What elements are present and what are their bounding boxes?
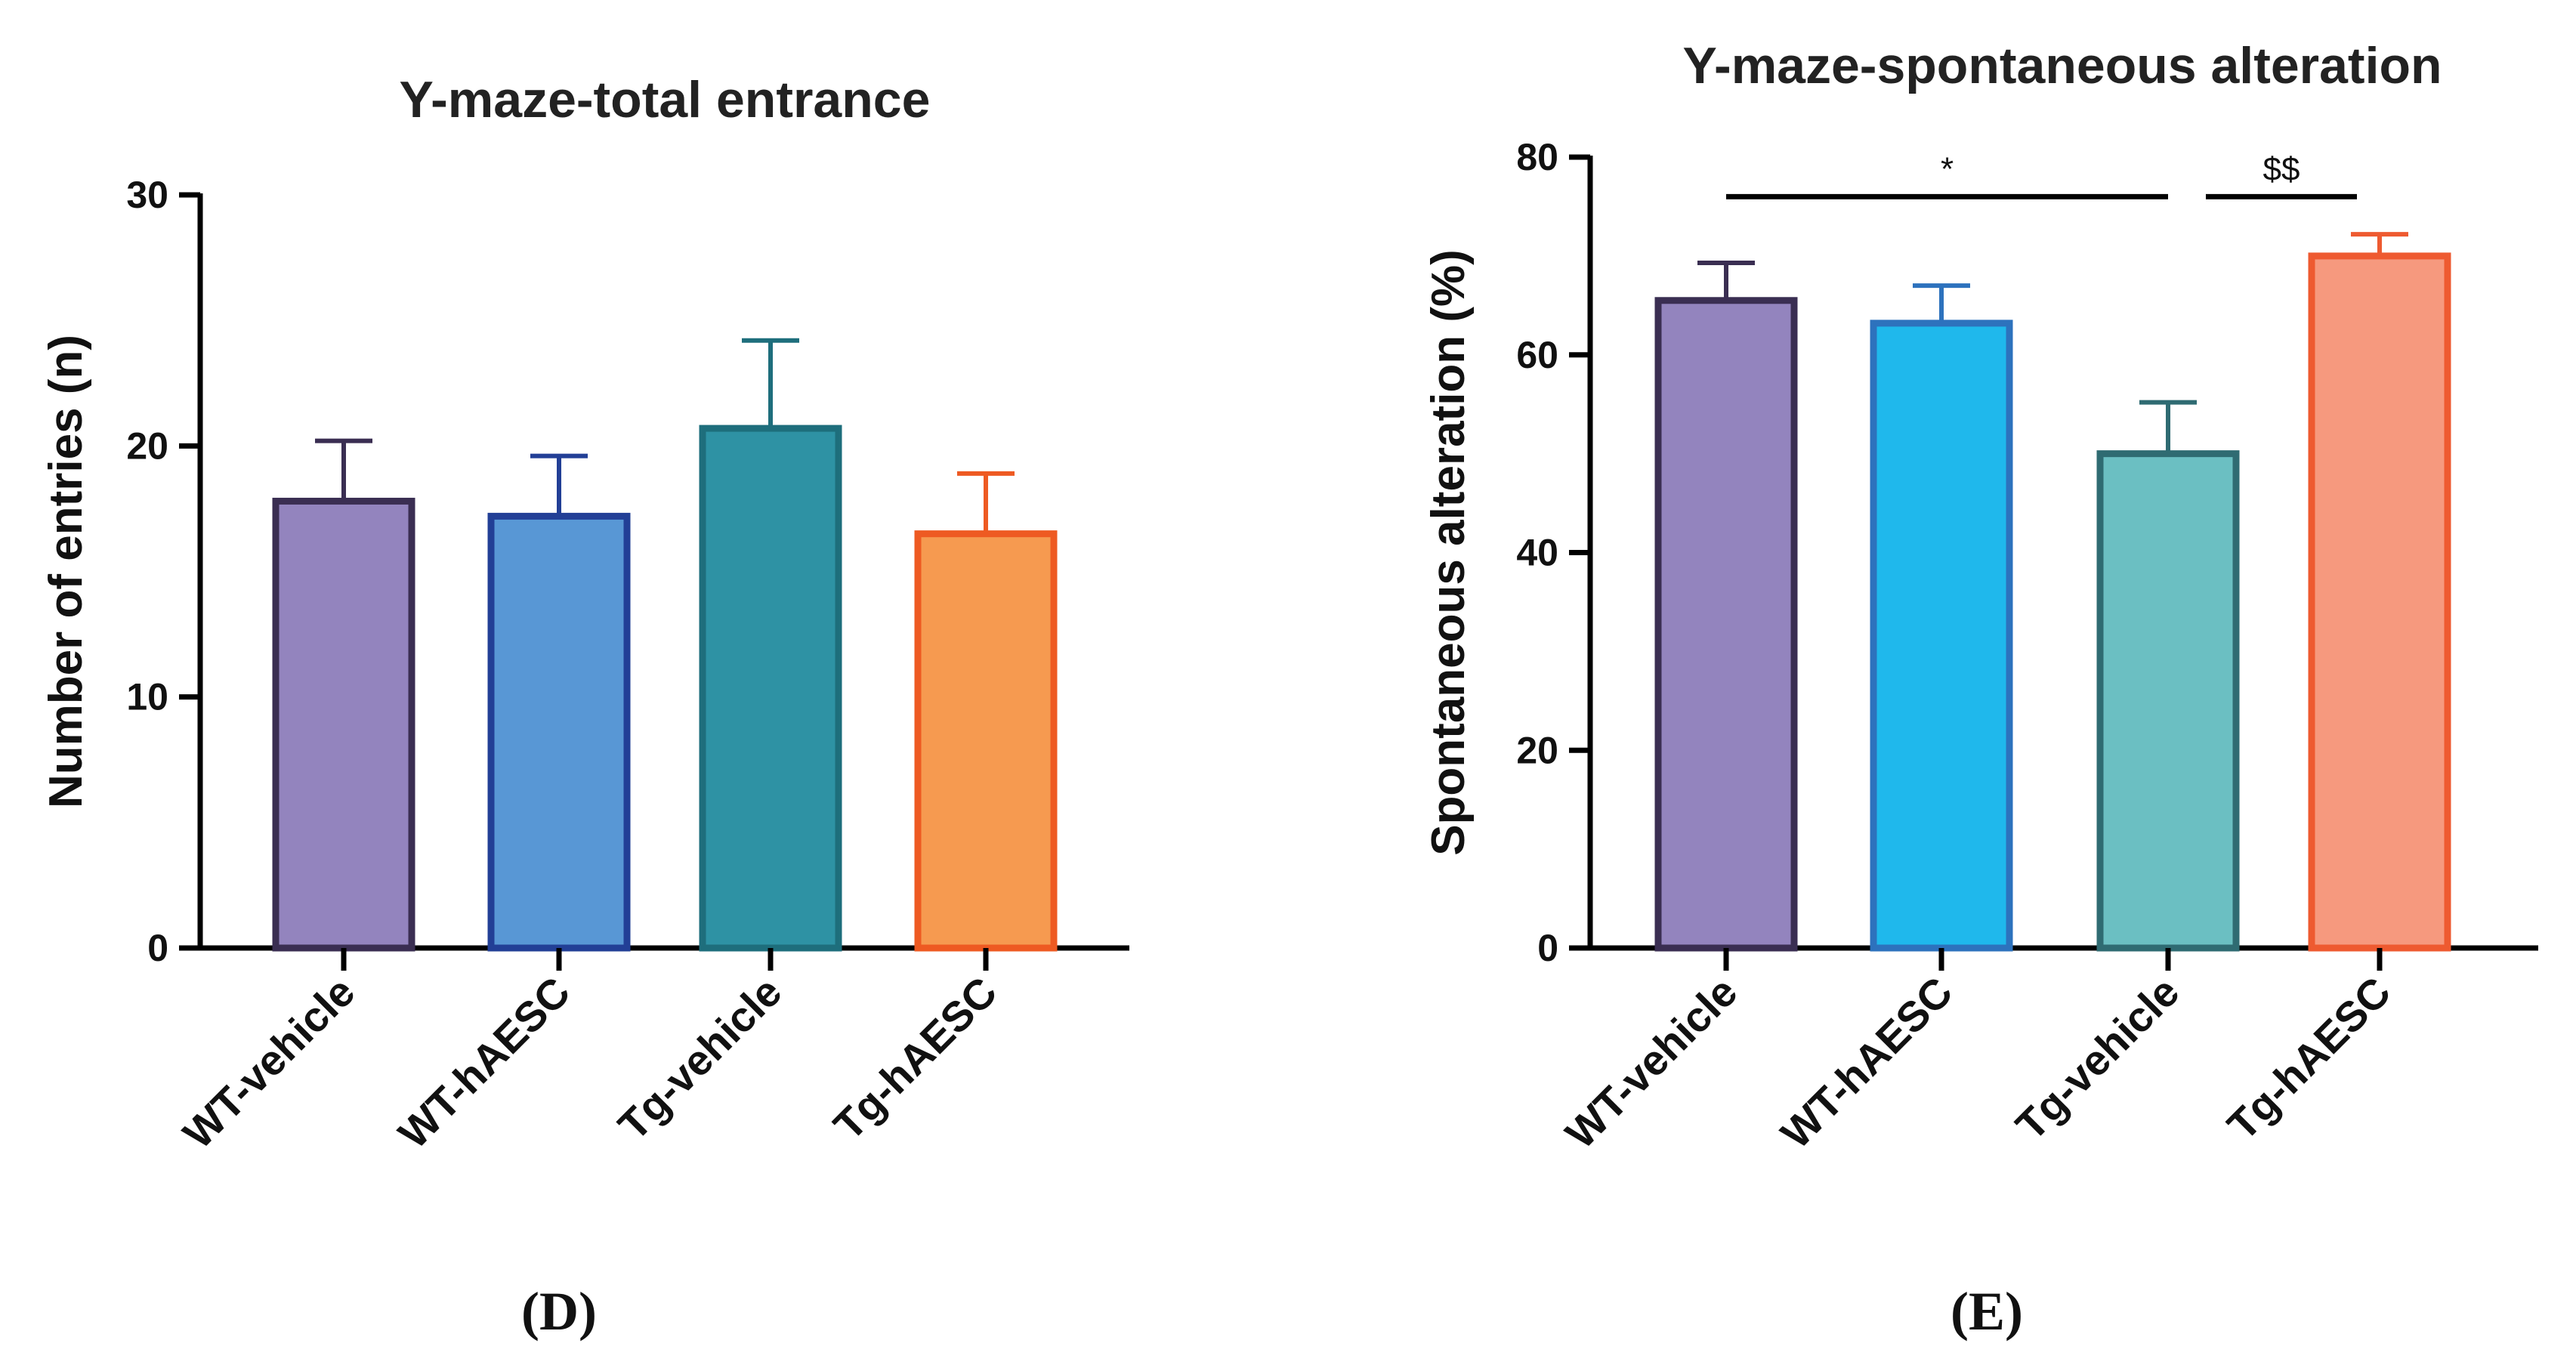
- y-tick-label: 20: [1516, 729, 1558, 771]
- x-tick-label: WT-vehicle: [174, 968, 363, 1157]
- significance-label: *: [1941, 150, 1954, 187]
- x-tick-label: WT-vehicle: [1556, 968, 1746, 1157]
- y-tick-label: 0: [1537, 927, 1558, 969]
- bar: [272, 497, 415, 952]
- x-tick-label: Tg-vehicle: [2006, 968, 2188, 1149]
- x-tick-label: Tg-hAESC: [824, 968, 1005, 1149]
- panel-label: (D): [521, 1281, 597, 1342]
- bar: [487, 512, 631, 952]
- chart-title: Y-maze-spontaneous alteration: [1682, 37, 2442, 94]
- bar: [699, 425, 842, 952]
- y-axis-label: Spontaneous alteration (%): [1422, 249, 1475, 856]
- y-tick-label: 20: [126, 425, 168, 467]
- bar: [1870, 320, 2013, 952]
- chart-total-entrance: Y-maze-total entrance Number of entries (…: [40, 71, 1129, 1342]
- y-tick-label: 0: [147, 927, 168, 969]
- panel-label: (E): [1951, 1281, 2023, 1342]
- y-tick-label: 10: [126, 676, 168, 718]
- bar: [2308, 252, 2451, 952]
- bar: [914, 530, 1058, 952]
- bar: [2096, 450, 2240, 952]
- x-tick-label: Tg-vehicle: [609, 968, 790, 1149]
- x-tick-label: WT-hAESC: [389, 968, 579, 1157]
- y-axis-label: Number of entries (n): [40, 335, 92, 808]
- bar: [1654, 297, 1798, 952]
- chart-spontaneous-alteration: Y-maze-spontaneous alteration Spontaneous…: [1422, 37, 2538, 1342]
- chart-title: Y-maze-total entrance: [400, 71, 931, 128]
- x-tick-label: Tg-hAESC: [2218, 968, 2399, 1149]
- significance-label: $$: [2263, 150, 2300, 187]
- y-tick-label: 60: [1516, 334, 1558, 376]
- x-tick-label: WT-hAESC: [1771, 968, 1961, 1157]
- y-tick-label: 30: [126, 174, 168, 216]
- y-tick-label: 80: [1516, 136, 1558, 178]
- y-tick-label: 40: [1516, 532, 1558, 574]
